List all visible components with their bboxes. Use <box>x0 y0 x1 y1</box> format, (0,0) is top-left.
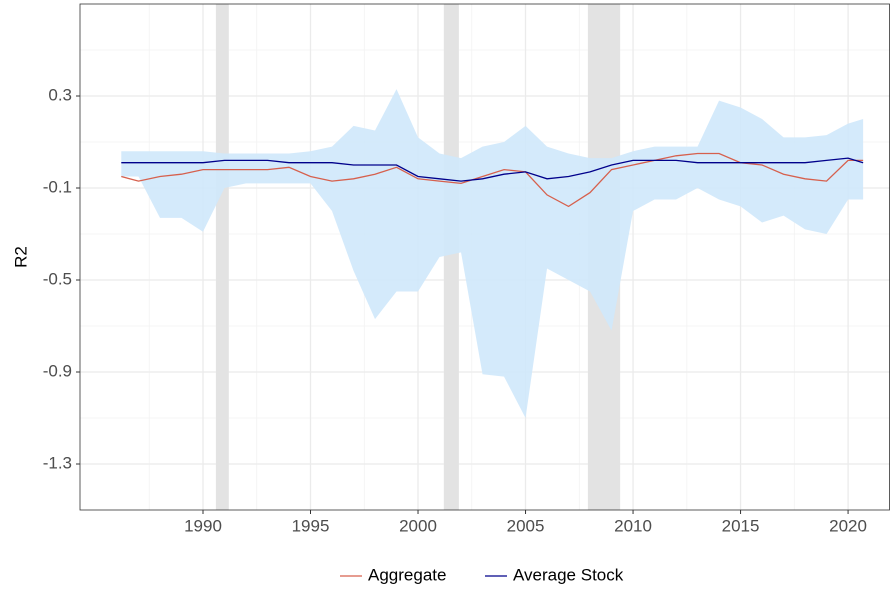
line <box>121 157 864 182</box>
y-tick-label: -0.1 <box>43 177 72 196</box>
x-tick-label: 2005 <box>507 516 545 535</box>
y-tick-label: 0.3 <box>48 85 72 104</box>
y-tick-label: -1.3 <box>43 453 72 472</box>
range-band <box>121 89 864 418</box>
y-tick-label: -0.5 <box>43 269 72 288</box>
x-tick-label: 2015 <box>722 516 760 535</box>
y-tick-label: -0.9 <box>43 361 72 380</box>
x-tick-label: 2010 <box>614 516 652 535</box>
x-tick-label: 2000 <box>399 516 437 535</box>
legend-label: Average Stock <box>513 565 624 584</box>
x-tick-label: 1990 <box>184 516 222 535</box>
x-tick-label: 2020 <box>829 516 867 535</box>
recession-shade <box>215 4 229 510</box>
x-tick-label: 1995 <box>292 516 330 535</box>
recession-shade <box>443 4 459 510</box>
legend-label: Aggregate <box>368 565 446 584</box>
y-axis-title: R2 <box>11 246 30 268</box>
